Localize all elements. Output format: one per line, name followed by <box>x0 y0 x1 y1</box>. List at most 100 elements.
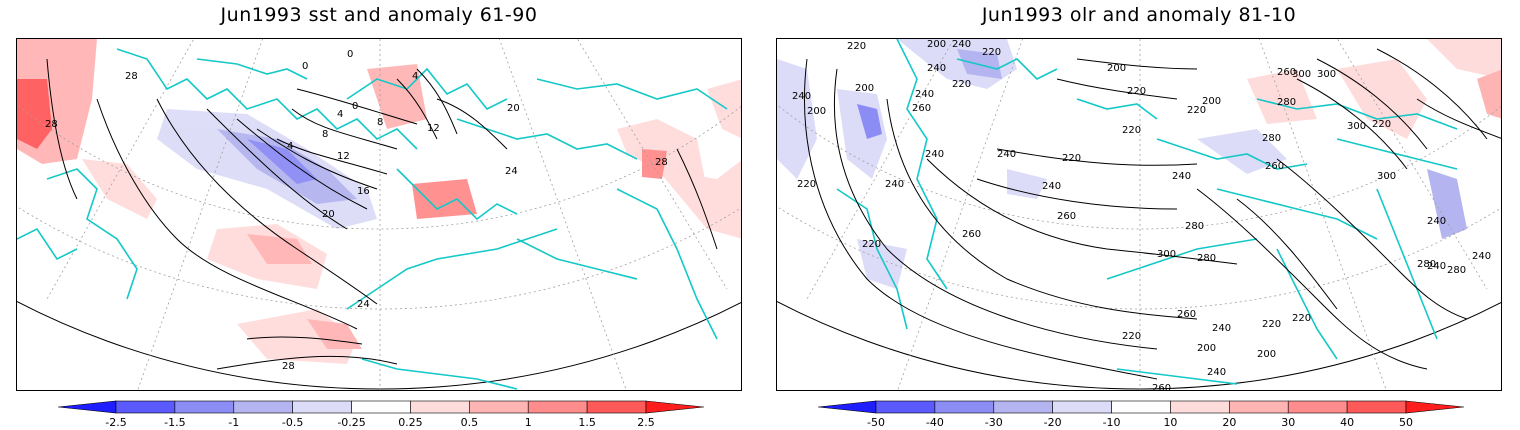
negative-anomaly-area <box>857 104 882 139</box>
colorbar-arrow-left <box>818 400 877 414</box>
contour-label: 260 <box>962 229 981 240</box>
colorbar-arrow-right <box>645 400 704 414</box>
colorbar-tick-label: 1.5 <box>578 416 596 429</box>
colorbar-segment <box>115 400 176 414</box>
positive-anomaly-area <box>707 79 741 139</box>
positive-anomaly-area <box>17 79 52 149</box>
contour-label: 220 <box>1292 313 1311 324</box>
contour-label: 300 <box>1292 69 1311 80</box>
colorbar-segment <box>1287 400 1348 414</box>
left-panel-title: Jun1993 sst and anomaly 61-90 <box>220 4 538 26</box>
contour-label: 220 <box>1372 119 1391 130</box>
contour-label: 220 <box>1127 86 1146 97</box>
negative-anomaly-area <box>777 59 817 179</box>
negative-anomaly-area <box>247 139 317 184</box>
contour-label: 280 <box>1197 253 1216 264</box>
contour-label: 0 <box>347 49 353 60</box>
positive-anomaly-area <box>1337 59 1427 139</box>
contour-label: 220 <box>1187 105 1206 116</box>
colorbar-tick-label: -0.5 <box>282 416 303 429</box>
contour-label: 200 <box>807 106 826 117</box>
colorbar-tick-label: 2.5 <box>637 416 655 429</box>
contour-label: 220 <box>1262 319 1281 330</box>
colorbar-tick-label: 0.5 <box>461 416 479 429</box>
sst-map-panel: 28 28 0 0 0 4 4 4 8 8 12 12 16 20 20 24 … <box>16 38 742 391</box>
colorbar-segment <box>1052 400 1112 414</box>
colorbar-tick-label: 0.25 <box>398 416 423 429</box>
colorbar-segment <box>875 400 936 414</box>
colorbar-segment <box>586 400 647 414</box>
contour-label: 24 <box>357 299 370 310</box>
positive-anomaly-area <box>412 179 477 219</box>
colorbar-segment <box>1346 400 1407 414</box>
sst-anomaly-shading <box>17 39 741 364</box>
sst-colorbar-svg: -2.5 -1.5 -1 -0.5 -0.25 0.25 0.5 1 1.5 2.5 <box>58 400 704 429</box>
contour-label: 4 <box>287 141 293 152</box>
contour-label: 200 <box>1197 343 1216 354</box>
graticule <box>17 39 741 390</box>
contour-label: 240 <box>1207 367 1226 378</box>
contour-label: 300 <box>1157 249 1176 260</box>
contour-label: 280 <box>1185 221 1204 232</box>
contour-label: 28 <box>282 361 295 372</box>
contour-label: 220 <box>982 47 1001 58</box>
colorbar-segment <box>410 400 470 414</box>
contour-label: 12 <box>337 151 350 162</box>
olr-anomaly-shading <box>777 39 1501 289</box>
contour-label: 240 <box>927 63 946 74</box>
positive-anomaly-area <box>1247 69 1317 124</box>
negative-anomaly-area <box>1007 169 1047 199</box>
sst-contours <box>46 58 718 370</box>
olr-colorbar: -50 -40 -30 -20 -10 10 20 30 40 50 <box>818 399 1464 429</box>
contour-label: 200 <box>927 39 946 50</box>
contour-label: 200 <box>855 83 874 94</box>
colorbar-segment <box>934 400 995 414</box>
contour-label: 20 <box>322 209 335 220</box>
positive-anomaly-area <box>642 149 667 179</box>
contour-label: 28 <box>125 71 138 82</box>
colorbar-tick-label: 1 <box>525 416 532 429</box>
contour-label: 20 <box>507 103 520 114</box>
negative-anomaly-area <box>1427 169 1467 239</box>
contour-label: 260 <box>912 103 931 114</box>
contour-label: 240 <box>1172 171 1191 182</box>
colorbar-segment <box>1229 400 1289 414</box>
coastlines <box>17 48 728 390</box>
contour-label: 8 <box>322 129 328 140</box>
contour-label: 28 <box>45 119 58 130</box>
positive-anomaly-area <box>247 234 312 264</box>
colorbar-tick-label: 30 <box>1281 416 1295 429</box>
positive-anomaly-area <box>1427 39 1501 79</box>
colorbar-arrow-right <box>1405 400 1464 414</box>
contour-label: 28 <box>655 157 668 168</box>
colorbar-tick-label: -1.5 <box>164 416 185 429</box>
contour-label: 4 <box>412 71 418 82</box>
olr-map-panel: 220 200 240 220 240 200 240 220 240 200 … <box>776 38 1502 391</box>
contour-label: 240 <box>885 179 904 190</box>
contour-label: 8 <box>377 117 383 128</box>
contour-label: 240 <box>1472 251 1491 262</box>
colorbar-segment <box>993 400 1053 414</box>
contour-label: 300 <box>1317 69 1336 80</box>
contour-label: 280 <box>1447 265 1466 276</box>
contour-label: 240 <box>1212 323 1231 334</box>
colorbar-tick-label: -0.25 <box>337 416 365 429</box>
contour-label: 220 <box>1122 331 1141 342</box>
contour-label: 240 <box>1427 216 1446 227</box>
contour-label: 240 <box>1427 261 1446 272</box>
contour-label: 220 <box>952 79 971 90</box>
contour-label: 240 <box>952 39 971 50</box>
contour-label: 0 <box>352 101 358 112</box>
contour-label: 220 <box>1122 125 1141 136</box>
colorbar-tick-label: -30 <box>985 416 1003 429</box>
sst-contour-labels: 28 28 0 0 0 4 4 4 8 8 12 12 16 20 20 24 … <box>45 49 668 372</box>
contour-label: 260 <box>1277 67 1296 78</box>
contour-label: 4 <box>337 109 343 120</box>
colorbar-segment <box>292 400 352 414</box>
contour-label: 220 <box>862 239 881 250</box>
contour-label: 200 <box>1257 349 1276 360</box>
colorbar-segment <box>233 400 293 414</box>
graticule <box>777 39 1501 390</box>
contour-label: 260 <box>1177 309 1196 320</box>
colorbar-segment <box>1111 400 1171 414</box>
